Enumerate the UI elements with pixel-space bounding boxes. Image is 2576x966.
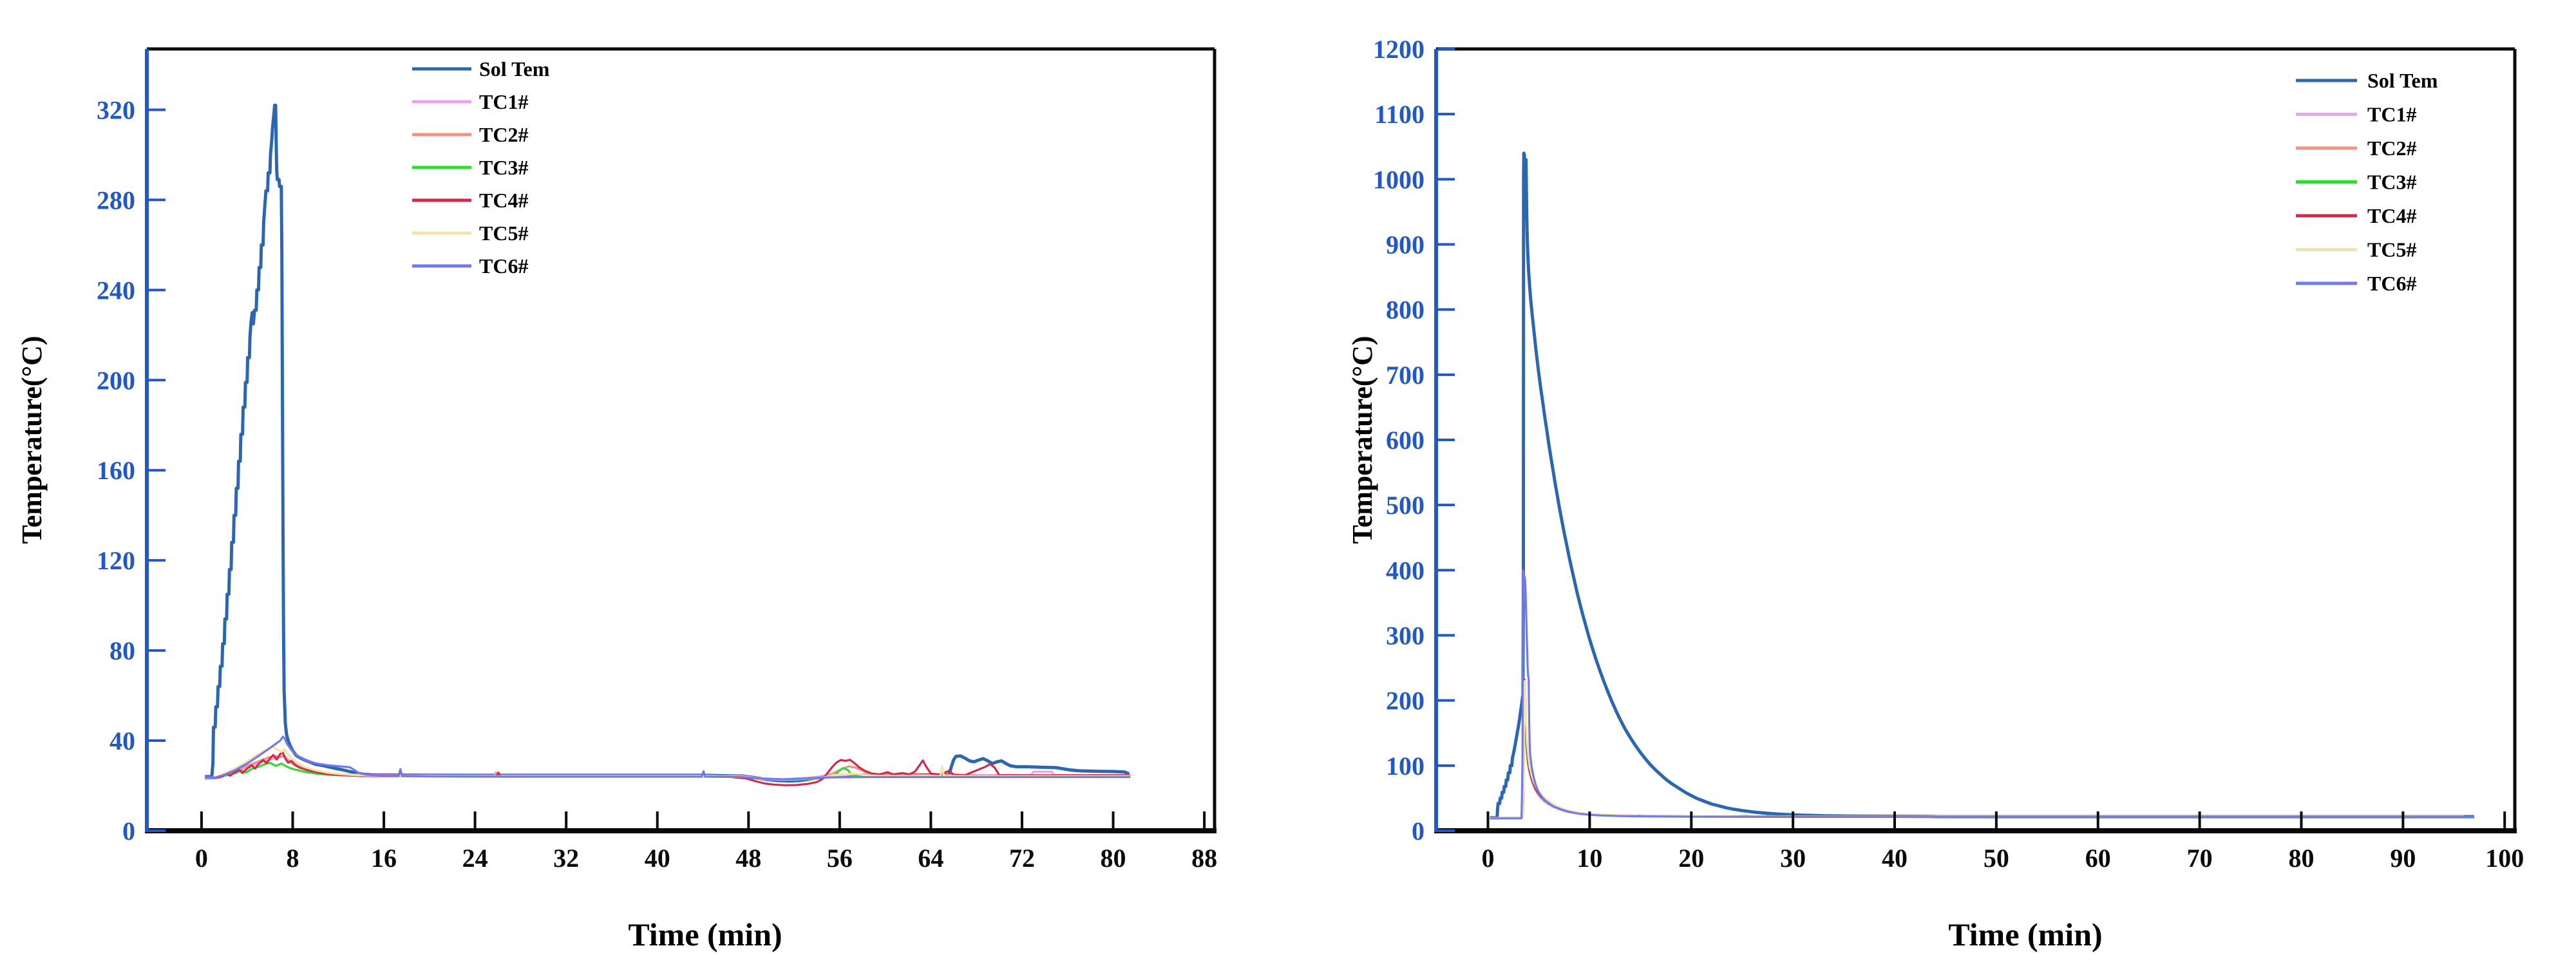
left-chart-legend-label-6: TC5# bbox=[479, 222, 528, 245]
right-chart-y-tick-label: 500 bbox=[1386, 491, 1425, 520]
right-chart-x-tick-label: 0 bbox=[1482, 844, 1495, 873]
right-chart-x-tick-label: 90 bbox=[2390, 844, 2416, 873]
left-chart-x-tick-label: 56 bbox=[827, 844, 853, 873]
left-chart-y-tick-label: 320 bbox=[97, 95, 135, 124]
right-chart-legend-label-3: TC2# bbox=[2367, 137, 2416, 160]
left-chart-y-tick-label: 240 bbox=[97, 276, 135, 305]
right-chart-x-tick-label: 70 bbox=[2187, 844, 2213, 873]
left-chart: 0 8 16 24 32 40 48 56 64 72 80 88 0 40 80 120 160 200 240 2… bbox=[16, 47, 1217, 952]
right-chart-legend-label-1: Sol Tem bbox=[2367, 69, 2438, 92]
left-chart-series-tc6- bbox=[205, 735, 1131, 781]
right-chart-x-tick-label: 80 bbox=[2288, 844, 2314, 873]
right-chart-x-tick-label: 20 bbox=[1678, 844, 1704, 873]
left-chart-y-tick-label: 0 bbox=[122, 817, 135, 846]
right-chart-y-tick-label: 800 bbox=[1386, 296, 1425, 325]
right-chart-y-tick-label: 1200 bbox=[1373, 35, 1425, 64]
right-chart-series-tc2- bbox=[1490, 681, 2465, 819]
right-chart-x-tick-label: 50 bbox=[1984, 844, 2009, 873]
right-chart-series-sol-tem bbox=[1490, 151, 2474, 820]
left-chart-x-tick-label: 48 bbox=[735, 844, 761, 873]
right-chart-y-tick-label: 100 bbox=[1386, 752, 1425, 781]
right-chart-legend-label-4: TC3# bbox=[2367, 171, 2416, 194]
left-chart-x-tick-label: 72 bbox=[1009, 844, 1035, 873]
right-chart-y-tick-label: 300 bbox=[1386, 621, 1425, 650]
left-chart-legend-label-5: TC4# bbox=[479, 189, 528, 212]
right-chart-series-tc3- bbox=[1490, 685, 2465, 819]
right-chart-legend-label-7: TC6# bbox=[2367, 272, 2416, 295]
right-chart-y-tick-label: 600 bbox=[1386, 426, 1425, 455]
left-chart-y-tick-label: 160 bbox=[97, 456, 135, 485]
left-chart-x-tick-label: 24 bbox=[462, 844, 488, 873]
left-chart-x-tick-label: 40 bbox=[645, 844, 670, 873]
right-chart-x-tick-label: 10 bbox=[1577, 844, 1602, 873]
right-chart-legend: Sol Tem TC1# TC2# TC3# TC4# TC5# TC6# bbox=[2296, 69, 2438, 295]
left-chart-y-tick-label: 280 bbox=[97, 185, 135, 214]
left-chart-series-area bbox=[205, 104, 1131, 786]
right-chart-y-tick-label: 400 bbox=[1386, 556, 1425, 585]
left-chart-x-tick-label: 80 bbox=[1101, 844, 1126, 873]
right-chart-series-area bbox=[1490, 151, 2474, 820]
left-chart-y-axis-title: Temperature(°C) bbox=[16, 336, 48, 544]
right-chart-x-tick-label: 30 bbox=[1780, 844, 1806, 873]
left-chart-legend-label-4: TC3# bbox=[479, 156, 528, 179]
left-chart-legend-label-3: TC2# bbox=[479, 123, 528, 146]
right-chart-x-axis-title: Time (min) bbox=[1948, 916, 2102, 952]
right-chart-y-tick-label: 900 bbox=[1386, 231, 1425, 260]
left-chart-y-tick-label: 120 bbox=[97, 546, 135, 575]
left-chart-legend-label-1: Sol Tem bbox=[479, 57, 550, 80]
right-chart-y-tick-label: 0 bbox=[1412, 817, 1425, 846]
right-chart-y-axis-title: Temperature(°C) bbox=[1347, 336, 1378, 544]
left-chart-series-sol-tem bbox=[205, 104, 1130, 783]
right-chart-x-tick-label: 40 bbox=[1882, 844, 1908, 873]
right-chart-series-tc1- bbox=[1490, 683, 2465, 819]
right-chart-legend-label-5: TC4# bbox=[2367, 204, 2416, 227]
left-chart-x-tick-label: 88 bbox=[1191, 844, 1217, 873]
left-chart-legend-label-2: TC1# bbox=[479, 90, 528, 113]
right-chart-y-tick-label: 200 bbox=[1386, 687, 1425, 715]
left-chart-x-tick-label: 64 bbox=[918, 844, 943, 873]
right-chart-series-tc5- bbox=[1490, 679, 2465, 819]
left-chart-legend: Sol Tem TC1# TC2# TC3# TC4# TC5# TC6# bbox=[412, 57, 550, 278]
left-chart-x-tick-label: 16 bbox=[371, 844, 397, 873]
left-chart-x-tick-label: 32 bbox=[553, 844, 579, 873]
right-chart-legend-label-2: TC1# bbox=[2367, 103, 2416, 126]
right-chart-x-tick-label: 100 bbox=[2485, 844, 2524, 873]
left-chart-series-tc4- bbox=[205, 751, 1131, 786]
left-chart-x-tick-label: 0 bbox=[195, 844, 208, 873]
left-chart-x-tick-label: 8 bbox=[286, 844, 299, 873]
right-chart-legend-label-6: TC5# bbox=[2367, 238, 2416, 261]
left-chart-y-tick-label: 80 bbox=[109, 636, 135, 665]
left-chart-x-axis-title: Time (min) bbox=[628, 916, 782, 952]
right-chart-x-tick-label: 60 bbox=[2085, 844, 2111, 873]
right-chart-y-tick-label: 1000 bbox=[1373, 165, 1425, 194]
right-chart-series-tc6- bbox=[1490, 569, 2474, 820]
left-chart-legend-label-7: TC6# bbox=[479, 254, 528, 278]
right-chart: 0 10 20 30 40 50 60 70 80 90 100010020030040050060… bbox=[1347, 35, 2524, 952]
right-chart-y-tick-label: 700 bbox=[1386, 361, 1425, 390]
right-chart-y-tick-label: 1100 bbox=[1374, 100, 1425, 129]
left-chart-y-tick-label: 200 bbox=[97, 366, 135, 395]
left-chart-y-tick-label: 40 bbox=[109, 726, 135, 755]
